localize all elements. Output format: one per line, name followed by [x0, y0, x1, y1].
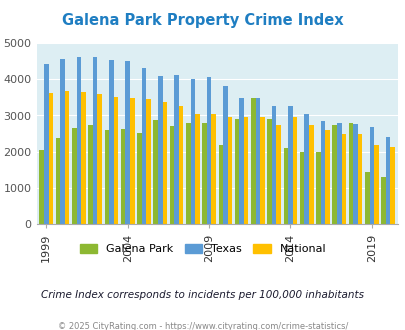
- Bar: [169, 126, 174, 224]
- Text: © 2025 CityRating.com - https://www.cityrating.com/crime-statistics/: © 2025 CityRating.com - https://www.city…: [58, 322, 347, 330]
- Bar: [194, 114, 199, 224]
- Bar: [49, 93, 53, 224]
- Bar: [271, 106, 276, 224]
- Bar: [341, 134, 345, 224]
- Bar: [104, 130, 109, 224]
- Bar: [65, 91, 69, 224]
- Bar: [72, 128, 77, 224]
- Bar: [113, 97, 118, 224]
- Bar: [97, 94, 102, 224]
- Legend: Galena Park, Texas, National: Galena Park, Texas, National: [75, 239, 330, 258]
- Bar: [283, 148, 288, 224]
- Bar: [93, 57, 97, 224]
- Bar: [385, 137, 390, 224]
- Bar: [81, 91, 85, 224]
- Bar: [260, 117, 264, 224]
- Bar: [178, 106, 183, 224]
- Bar: [250, 98, 255, 224]
- Bar: [146, 99, 150, 224]
- Bar: [174, 75, 178, 224]
- Bar: [380, 177, 385, 224]
- Bar: [190, 79, 194, 224]
- Text: Galena Park Property Crime Index: Galena Park Property Crime Index: [62, 13, 343, 28]
- Bar: [299, 152, 304, 224]
- Bar: [137, 133, 141, 224]
- Bar: [336, 123, 341, 224]
- Bar: [234, 119, 239, 224]
- Bar: [276, 124, 280, 224]
- Bar: [55, 138, 60, 224]
- Bar: [352, 124, 357, 224]
- Bar: [266, 119, 271, 224]
- Bar: [255, 98, 260, 224]
- Bar: [357, 134, 362, 224]
- Bar: [348, 123, 352, 224]
- Bar: [227, 117, 232, 224]
- Bar: [121, 129, 125, 224]
- Bar: [77, 57, 81, 224]
- Bar: [332, 124, 336, 224]
- Bar: [109, 60, 113, 224]
- Bar: [158, 76, 162, 224]
- Bar: [304, 114, 308, 224]
- Bar: [292, 117, 296, 224]
- Bar: [288, 106, 292, 224]
- Text: Crime Index corresponds to incidents per 100,000 inhabitants: Crime Index corresponds to incidents per…: [41, 290, 364, 300]
- Bar: [243, 116, 248, 224]
- Bar: [39, 150, 44, 224]
- Bar: [373, 145, 378, 224]
- Bar: [315, 152, 320, 224]
- Bar: [141, 68, 146, 224]
- Bar: [369, 127, 373, 224]
- Bar: [60, 59, 65, 224]
- Bar: [88, 124, 93, 224]
- Bar: [44, 64, 49, 224]
- Bar: [308, 124, 313, 224]
- Bar: [162, 102, 167, 224]
- Bar: [211, 114, 215, 224]
- Bar: [185, 123, 190, 224]
- Bar: [130, 98, 134, 224]
- Bar: [390, 147, 394, 224]
- Bar: [239, 98, 243, 224]
- Bar: [206, 77, 211, 224]
- Bar: [153, 120, 158, 224]
- Bar: [222, 86, 227, 224]
- Bar: [320, 121, 324, 224]
- Bar: [218, 145, 222, 224]
- Bar: [125, 61, 130, 224]
- Bar: [202, 123, 206, 224]
- Bar: [324, 130, 329, 224]
- Bar: [364, 172, 369, 224]
